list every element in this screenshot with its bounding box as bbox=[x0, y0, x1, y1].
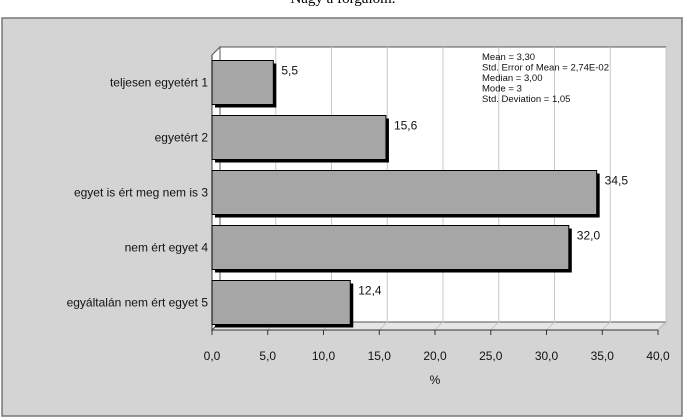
data-label: 15,6 bbox=[394, 119, 418, 133]
data-label: 32,0 bbox=[577, 229, 601, 243]
x-tick-label: 25,0 bbox=[479, 349, 503, 363]
x-tick-label: 0,0 bbox=[204, 349, 221, 363]
gridline-floor bbox=[434, 321, 444, 331]
stat-line: Median = 3,00 bbox=[482, 73, 542, 84]
gridline-floor bbox=[601, 321, 611, 331]
data-label: 34,5 bbox=[605, 174, 629, 188]
bar bbox=[211, 280, 351, 325]
stat-line: Mode = 3 bbox=[482, 84, 522, 95]
category-label: teljesen egyetért 1 bbox=[110, 76, 208, 90]
gridline-floor bbox=[378, 321, 388, 331]
gridline-floor bbox=[546, 321, 555, 331]
category-label: egyáltalán nem ért egyet 5 bbox=[67, 296, 209, 310]
x-tick-label: 5,0 bbox=[259, 349, 276, 363]
category-label: egyet is ért meg nem is 3 bbox=[74, 186, 208, 200]
stat-line: Std. Error of Mean = 2,74E-02 bbox=[482, 63, 609, 74]
x-tick-label: 15,0 bbox=[368, 349, 392, 363]
x-axis-title: % bbox=[430, 373, 441, 387]
x-tick-label: 10,0 bbox=[312, 349, 336, 363]
x-tick-label: 30,0 bbox=[535, 349, 559, 363]
category-label: egyetért 2 bbox=[155, 131, 209, 145]
bar bbox=[211, 225, 570, 270]
stat-line: Mean = 3,30 bbox=[482, 52, 535, 63]
gridline-floor bbox=[490, 321, 500, 331]
bar bbox=[211, 170, 598, 215]
stat-line: Std. Deviation = 1,05 bbox=[482, 94, 570, 105]
x-tick-label: 35,0 bbox=[591, 349, 615, 363]
gridline-floor bbox=[657, 321, 667, 331]
bar bbox=[211, 115, 387, 160]
labels-group: 0,0 5,0 10,0 15,0 20,0 25,0 30,0 35,0 40,0 teljes… bbox=[67, 64, 670, 364]
data-label: 5,5 bbox=[281, 64, 298, 78]
category-label: nem ért egyet 4 bbox=[125, 241, 209, 255]
bar bbox=[211, 60, 274, 105]
bars-group bbox=[211, 60, 600, 328]
chart-title: Nagy a forgalom. bbox=[0, 0, 686, 8]
x-tick-label: 40,0 bbox=[646, 349, 670, 363]
x-tick-label: 20,0 bbox=[423, 349, 447, 363]
data-label: 12,4 bbox=[358, 284, 382, 298]
